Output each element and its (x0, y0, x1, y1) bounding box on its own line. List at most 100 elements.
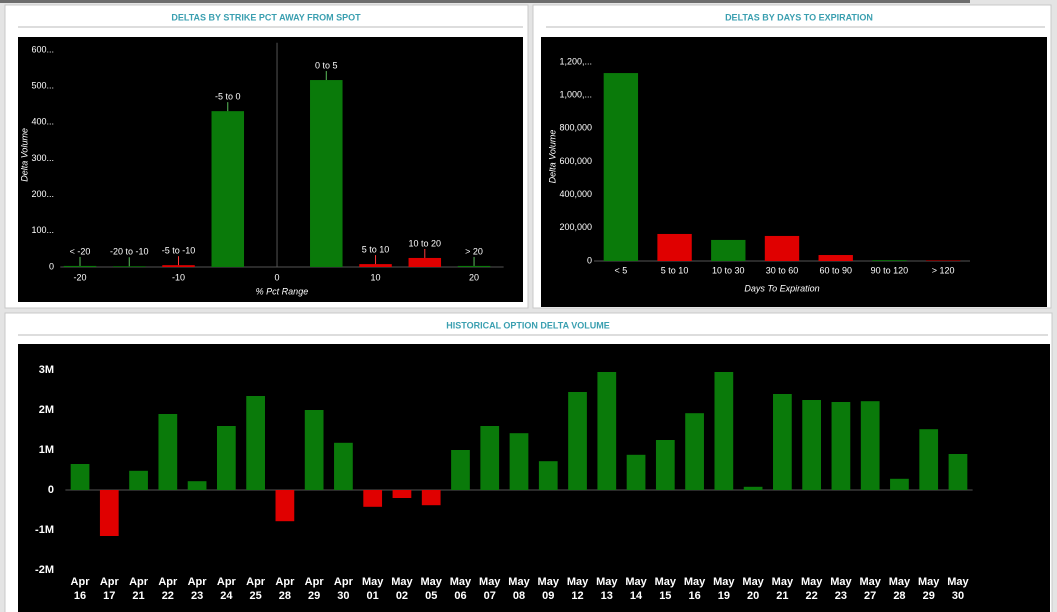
x-tick-label: 24 (220, 590, 233, 602)
bar (162, 265, 195, 267)
bar (70, 464, 90, 490)
y-tick-label: 500... (31, 81, 54, 91)
y-tick-label: -2M (35, 564, 54, 576)
bar (538, 461, 558, 490)
bar-label: -5 to -10 (162, 246, 196, 256)
bar (860, 401, 880, 490)
x-axis-title: % Pct Range (256, 286, 309, 296)
bar (457, 265, 491, 267)
chart-title: HISTORICAL OPTION DELTA VOLUME (446, 320, 610, 330)
bar (919, 429, 939, 490)
bar (685, 413, 704, 490)
x-tick-label: May (450, 576, 472, 588)
x-tick-label: 19 (718, 590, 730, 602)
x-tick-label: Apr (305, 576, 325, 588)
x-tick-label: 60 to 90 (819, 265, 852, 275)
x-tick-label: May (918, 576, 940, 588)
x-tick-label: 27 (864, 590, 876, 602)
bar-label: < -20 (70, 246, 91, 256)
x-tick-label: May (508, 576, 530, 588)
y-axis-title: Delta Volume (547, 130, 557, 184)
x-tick-label: 12 (571, 590, 583, 602)
x-tick-label: Apr (71, 576, 91, 588)
x-tick-label: May (479, 576, 501, 588)
bar (948, 454, 968, 490)
x-tick-label: Apr (217, 576, 237, 588)
bar (773, 394, 792, 490)
x-tick-label: Apr (334, 576, 354, 588)
y-tick-label: 200... (31, 189, 54, 199)
x-tick-label: 17 (103, 590, 115, 602)
x-tick-label: May (684, 576, 706, 588)
bar (113, 266, 146, 267)
x-tick-label: 29 (308, 590, 320, 602)
y-tick-label: 400... (31, 117, 54, 127)
x-tick-label: > 120 (932, 265, 955, 275)
bar (421, 490, 441, 506)
x-tick-label: May (713, 576, 735, 588)
x-tick-label: 09 (542, 590, 554, 602)
top-bar (0, 0, 970, 3)
x-tick-label: May (655, 576, 677, 588)
bar-label: -20 to -10 (110, 247, 149, 257)
x-tick-label: 22 (806, 590, 818, 602)
bar (597, 372, 617, 490)
x-axis-title: Days To Expiration (744, 283, 819, 293)
bar (408, 257, 442, 267)
x-tick-label: 23 (191, 590, 203, 602)
x-tick-label: 01 (367, 590, 379, 602)
chart-title: DELTAS BY DAYS TO EXPIRATION (725, 12, 873, 22)
bar (743, 486, 763, 490)
chart-title: DELTAS BY STRIKE PCT AWAY FROM SPOT (171, 12, 361, 22)
x-tick-label: 10 to 30 (712, 265, 745, 275)
y-tick-label: 1,000,... (559, 90, 592, 100)
x-tick-label: 21 (132, 590, 144, 602)
bar (275, 490, 295, 522)
chart-area (18, 37, 523, 302)
x-tick-label: May (421, 576, 443, 588)
x-tick-label: 90 to 120 (871, 265, 909, 275)
x-tick-label: 22 (162, 590, 174, 602)
x-tick-label: 10 (371, 272, 381, 282)
x-tick-label: May (801, 576, 823, 588)
y-tick-label: 200,000 (559, 222, 592, 232)
bar (129, 470, 148, 490)
y-tick-label: 2M (39, 404, 54, 416)
x-tick-label: 07 (484, 590, 496, 602)
y-tick-label: 0 (48, 484, 54, 496)
bar (363, 490, 383, 507)
bar (509, 433, 529, 490)
x-tick-label: -10 (172, 272, 185, 282)
bar (831, 402, 851, 490)
bar (211, 111, 245, 267)
bar (890, 478, 909, 490)
bar (246, 396, 265, 490)
bar (392, 490, 412, 498)
bar (872, 260, 907, 261)
y-tick-label: 400,000 (559, 189, 592, 199)
x-tick-label: 25 (249, 590, 261, 602)
x-tick-label: 13 (601, 590, 613, 602)
x-tick-label: 02 (396, 590, 408, 602)
x-tick-label: 20 (747, 590, 759, 602)
bar (158, 414, 178, 490)
x-tick-label: 28 (893, 590, 905, 602)
x-tick-label: 14 (630, 590, 643, 602)
x-tick-label: 06 (454, 590, 466, 602)
bar (711, 239, 746, 261)
x-tick-label: 15 (659, 590, 671, 602)
x-tick-label: 30 (337, 590, 349, 602)
bar (657, 233, 692, 261)
x-tick-label: May (772, 576, 794, 588)
bar-label: 10 to 20 (409, 238, 442, 248)
y-tick-label: 600,000 (559, 156, 592, 166)
y-tick-label: 3M (39, 364, 54, 376)
x-tick-label: 30 to 60 (766, 265, 799, 275)
x-tick-label: 30 (952, 590, 964, 602)
bar (655, 440, 675, 490)
x-tick-label: Apr (188, 576, 208, 588)
bar (451, 450, 470, 490)
x-tick-label: May (859, 576, 881, 588)
x-tick-label: 20 (469, 272, 479, 282)
x-tick-label: May (538, 576, 560, 588)
